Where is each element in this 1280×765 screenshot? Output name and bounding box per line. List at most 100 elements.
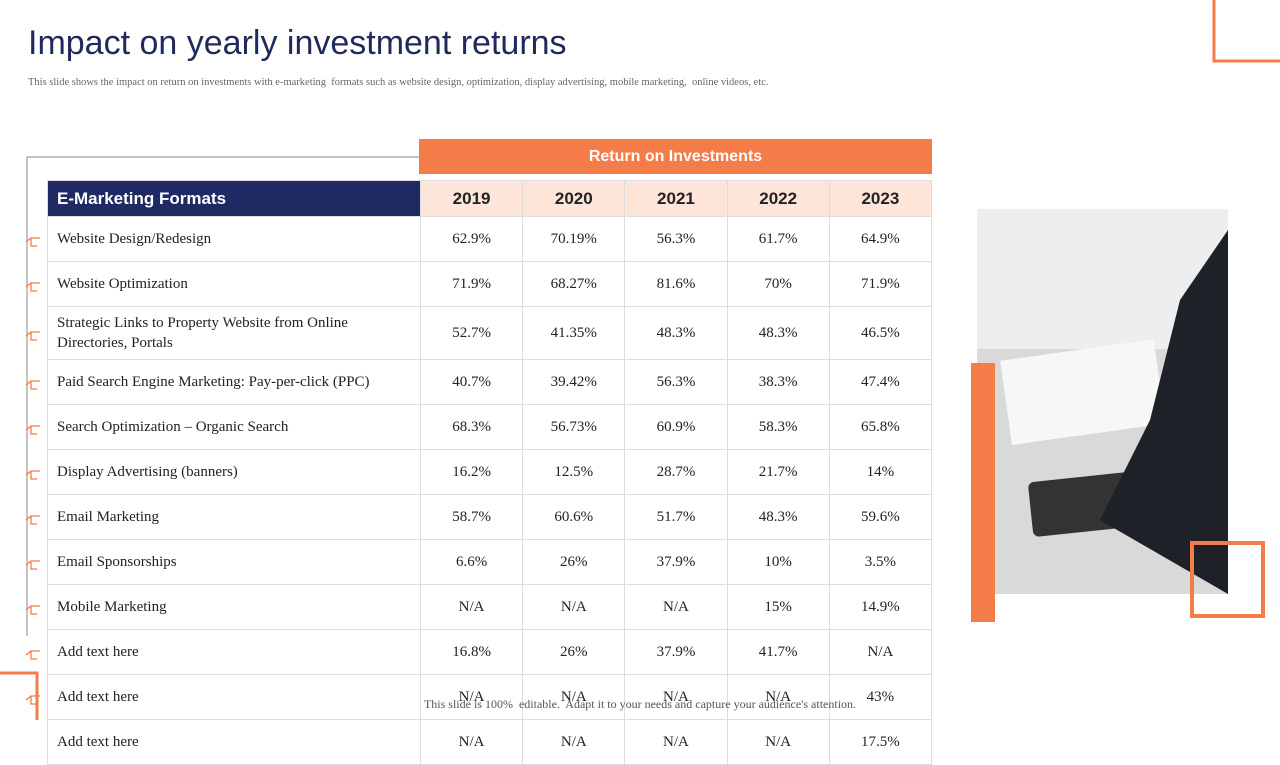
cell: 12.5% xyxy=(522,449,626,495)
title: Impact on yearly investment returns xyxy=(28,24,567,62)
photo-paper xyxy=(1000,339,1166,446)
cell: 68.27% xyxy=(522,261,626,307)
hand-icon xyxy=(25,425,40,435)
cell: 28.7% xyxy=(624,449,728,495)
cell: 43% xyxy=(828,674,933,720)
cell: 68.3% xyxy=(419,404,524,450)
hand-icon xyxy=(25,515,40,525)
row-label: Strategic Links to Property Website from… xyxy=(47,306,421,360)
row: Website Design/Redesign 62.9% 70.19% 56.3% 6… xyxy=(47,216,933,262)
cell: N/A xyxy=(419,719,524,765)
hand-icon xyxy=(25,237,40,247)
cell: 37.9% xyxy=(624,539,728,585)
cell: 41.7% xyxy=(726,629,830,675)
row: Paid Search Engine Marketing: Pay-per-cl… xyxy=(47,359,933,405)
cell: 59.6% xyxy=(828,494,933,540)
cell: 48.3% xyxy=(624,306,728,360)
row-label: Mobile Marketing xyxy=(47,584,421,630)
cell: 65.8% xyxy=(828,404,933,450)
column-header: 2023 xyxy=(828,180,933,217)
column-header: 2020 xyxy=(522,180,626,217)
cell: N/A xyxy=(726,719,830,765)
cell: 46.5% xyxy=(828,306,933,360)
bracket xyxy=(26,156,420,636)
cell: 56.73% xyxy=(522,404,626,450)
cell: 21.7% xyxy=(726,449,830,495)
row: Search Optimization – Organic Search 68.3… xyxy=(47,404,933,450)
hand-icon xyxy=(25,605,40,615)
cell: N/A xyxy=(624,584,728,630)
row: Mobile Marketing N/A N/A N/A 15% 14.9% xyxy=(47,584,933,630)
hand-icon xyxy=(25,650,40,660)
column-header: 2021 xyxy=(624,180,728,217)
cell: 14% xyxy=(828,449,933,495)
cell: 51.7% xyxy=(624,494,728,540)
accent-square xyxy=(1190,541,1265,618)
column-header: 2022 xyxy=(726,180,830,217)
cell: 64.9% xyxy=(828,216,933,262)
photo-person xyxy=(1100,230,1228,594)
cell: 17.5% xyxy=(828,719,933,765)
cell: N/A xyxy=(624,719,728,765)
cell: N/A xyxy=(522,584,626,630)
hand-icon xyxy=(25,695,40,705)
cell: 26% xyxy=(522,539,626,585)
cell: 39.42% xyxy=(522,359,626,405)
cell: 70.19% xyxy=(522,216,626,262)
hand-icon xyxy=(25,282,40,292)
row: Strategic Links to Property Website from… xyxy=(47,306,933,360)
cell: N/A xyxy=(522,674,626,720)
cell: 70% xyxy=(726,261,830,307)
group-header: Return on Investments xyxy=(419,139,932,174)
row: Add text here 16.8% 26% 37.9% 41.7% N/A xyxy=(47,629,933,675)
row-label: Email Marketing xyxy=(47,494,421,540)
cell: 71.9% xyxy=(828,261,933,307)
column-header: E-Marketing Formats xyxy=(47,180,421,217)
cell: N/A xyxy=(522,719,626,765)
cell: 37.9% xyxy=(624,629,728,675)
cell: 16.2% xyxy=(419,449,524,495)
hand-icon xyxy=(25,331,40,341)
cell: 14.9% xyxy=(828,584,933,630)
cell: 58.3% xyxy=(726,404,830,450)
table: E-Marketing Formats 2019 2020 2021 2022 2023 W… xyxy=(47,180,933,765)
row-label: Website Optimization xyxy=(47,261,421,307)
cell: 81.6% xyxy=(624,261,728,307)
column-header: 2019 xyxy=(419,180,524,217)
cell: 60.9% xyxy=(624,404,728,450)
row-label: Add text here xyxy=(47,629,421,675)
cell: N/A xyxy=(828,629,933,675)
row-label: Add text here xyxy=(47,719,421,765)
cell: 10% xyxy=(726,539,830,585)
row: Add text here N/A N/A N/A N/A 17.5% xyxy=(47,719,933,765)
cell: 61.7% xyxy=(726,216,830,262)
hand-icon xyxy=(25,380,40,390)
cell: 62.9% xyxy=(419,216,524,262)
row-label: Email Sponsorships xyxy=(47,539,421,585)
cell: N/A xyxy=(624,674,728,720)
cell: 38.3% xyxy=(726,359,830,405)
cell: 48.3% xyxy=(726,306,830,360)
cell: 6.6% xyxy=(419,539,524,585)
cell: 56.3% xyxy=(624,216,728,262)
row-label: Search Optimization – Organic Search xyxy=(47,404,421,450)
icons xyxy=(25,237,40,705)
cell: 3.5% xyxy=(828,539,933,585)
row-label: Display Advertising (banners) xyxy=(47,449,421,495)
subtitle: This slide shows the impact on return on… xyxy=(28,77,769,88)
row: Website Optimization 71.9% 68.27% 81.6% 70% 7… xyxy=(47,261,933,307)
cell: 16.8% xyxy=(419,629,524,675)
cell: 71.9% xyxy=(419,261,524,307)
row-label: Paid Search Engine Marketing: Pay-per-cl… xyxy=(47,359,421,405)
decor xyxy=(0,0,1280,720)
cell: 41.35% xyxy=(522,306,626,360)
cell: 15% xyxy=(726,584,830,630)
cell: 58.7% xyxy=(419,494,524,540)
hand-icon xyxy=(25,470,40,480)
cell: 47.4% xyxy=(828,359,933,405)
cell: 60.6% xyxy=(522,494,626,540)
hand-icon xyxy=(25,560,40,570)
row: Email Sponsorships 6.6% 26% 37.9% 10% 3.5% xyxy=(47,539,933,585)
cell: 26% xyxy=(522,629,626,675)
